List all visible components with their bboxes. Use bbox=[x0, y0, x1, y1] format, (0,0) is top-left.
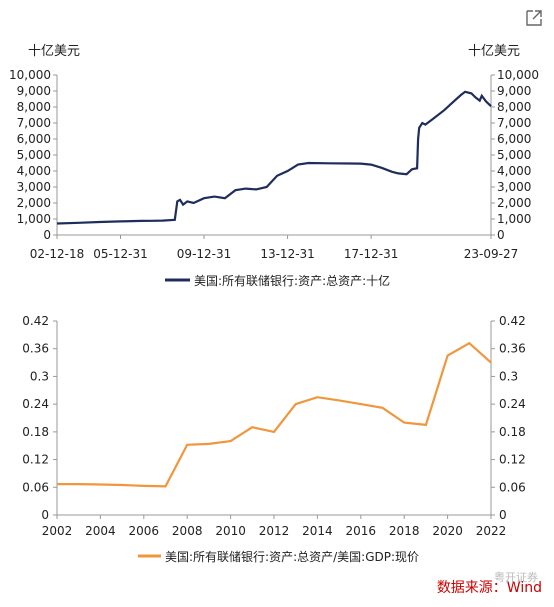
y-tick-label-right: 0.3 bbox=[499, 369, 518, 383]
x-tick-label: 2004 bbox=[85, 524, 116, 538]
legend-label: 美国:所有联储银行:资产:总资产/美国:GDP:现价 bbox=[165, 549, 419, 564]
x-tick-label: 2012 bbox=[259, 524, 290, 538]
y-tick-label-left: 0.12 bbox=[22, 453, 49, 467]
y-tick-label-right: 7,000 bbox=[497, 116, 531, 130]
y-unit-left: 十亿美元 bbox=[28, 44, 80, 59]
y-tick-label-left: 0 bbox=[41, 508, 49, 522]
y-tick-label-right: 5,000 bbox=[497, 148, 531, 162]
y-tick-label-left: 0.06 bbox=[22, 480, 49, 494]
y-tick-label-left: 7,000 bbox=[17, 116, 51, 130]
y-tick-label-right: 3,000 bbox=[497, 180, 531, 194]
x-tick-label: 2010 bbox=[215, 524, 246, 538]
y-unit-right: 十亿美元 bbox=[468, 44, 520, 59]
y-tick-label-right: 9,000 bbox=[497, 84, 531, 98]
x-axis-ticks: 02-12-18 05-12-31 09-12-31 13-12-31 17-12-31… bbox=[30, 235, 518, 261]
y-tick-label-left: 0.3 bbox=[30, 369, 49, 383]
y-tick-label-left: 0 bbox=[43, 228, 51, 242]
x-axis-ticks: 2002 2004 2006 2008 2010 2012 2014 2016 2018 2020… bbox=[42, 515, 507, 538]
y-axis-ticks: 0 0 1,000 1,000 2,000 2,000 3,000 3,000 4,000 4,0… bbox=[9, 68, 539, 242]
series-line-assets-to-gdp bbox=[57, 341, 492, 488]
x-tick-label: 2020 bbox=[432, 524, 463, 538]
y-tick-label-left: 0.18 bbox=[22, 425, 49, 439]
y-tick-label-left: 4,000 bbox=[17, 164, 51, 178]
watermark: 粤开证券 bbox=[494, 571, 538, 584]
x-tick-label: 13-12-31 bbox=[260, 247, 314, 261]
y-tick-label-right: 8,000 bbox=[497, 100, 531, 114]
y-tick-label-left: 0.42 bbox=[22, 314, 49, 328]
y-tick-label-left: 10,000 bbox=[9, 68, 51, 82]
y-tick-label-right: 0.24 bbox=[499, 397, 526, 411]
fed-total-assets-chart: 十亿美元 十亿美元 0 0 1,000 1,000 2,000 2,000 3,000 3,0… bbox=[9, 44, 539, 288]
x-tick-label: 2006 bbox=[129, 524, 160, 538]
x-tick-label: 02-12-18 bbox=[30, 247, 84, 261]
y-tick-label-left: 1,000 bbox=[17, 212, 51, 226]
x-tick-label: 09-12-31 bbox=[177, 247, 231, 261]
series-line-total-assets bbox=[56, 90, 492, 225]
y-tick-label-left: 2,000 bbox=[17, 196, 51, 210]
y-tick-label-left: 3,000 bbox=[17, 180, 51, 194]
y-tick-label-right: 0.36 bbox=[499, 342, 526, 356]
x-tick-label: 2008 bbox=[172, 524, 203, 538]
y-tick-label-right: 4,000 bbox=[497, 164, 531, 178]
fed-assets-to-gdp-chart: 0 0 0.06 0.06 0.12 0.12 0.18 0.18 0.24 0.24 0.3 0.3… bbox=[22, 314, 525, 564]
x-tick-label: 23-09-27 bbox=[464, 247, 518, 261]
y-tick-label-left: 0.36 bbox=[22, 342, 49, 356]
y-tick-label-right: 1,000 bbox=[497, 212, 531, 226]
x-tick-label: 2018 bbox=[389, 524, 420, 538]
x-tick-label: 05-12-31 bbox=[93, 247, 147, 261]
y-tick-label-right: 2,000 bbox=[497, 196, 531, 210]
y-tick-label-left: 5,000 bbox=[17, 148, 51, 162]
y-tick-label-right: 10,000 bbox=[497, 68, 539, 82]
data-source-note: 数据来源：Wind bbox=[436, 580, 542, 596]
y-tick-label-right: 0.12 bbox=[499, 453, 526, 467]
y-tick-label-left: 9,000 bbox=[17, 84, 51, 98]
x-tick-label: 2014 bbox=[302, 524, 333, 538]
y-tick-label-right: 0.42 bbox=[499, 314, 526, 328]
y-tick-label-right: 0 bbox=[497, 228, 505, 242]
legend-label: 美国:所有联储银行:资产:总资产:十亿 bbox=[194, 273, 390, 288]
y-tick-label-right: 6,000 bbox=[497, 132, 531, 146]
y-tick-label-left: 0.24 bbox=[22, 397, 49, 411]
y-tick-label-left: 8,000 bbox=[17, 100, 51, 114]
y-tick-label-right: 0 bbox=[499, 508, 507, 522]
y-tick-label-right: 0.06 bbox=[499, 480, 526, 494]
x-tick-label: 2016 bbox=[346, 524, 377, 538]
x-tick-label: 17-12-31 bbox=[344, 247, 398, 261]
y-axis-ticks: 0 0 0.06 0.06 0.12 0.12 0.18 0.18 0.24 0.24 0.3 0.3… bbox=[22, 314, 525, 522]
x-tick-label: 2022 bbox=[476, 524, 507, 538]
expand-icon[interactable] bbox=[524, 8, 544, 28]
y-tick-label-left: 6,000 bbox=[17, 132, 51, 146]
y-tick-label-right: 0.18 bbox=[499, 425, 526, 439]
x-tick-label: 2002 bbox=[42, 524, 73, 538]
